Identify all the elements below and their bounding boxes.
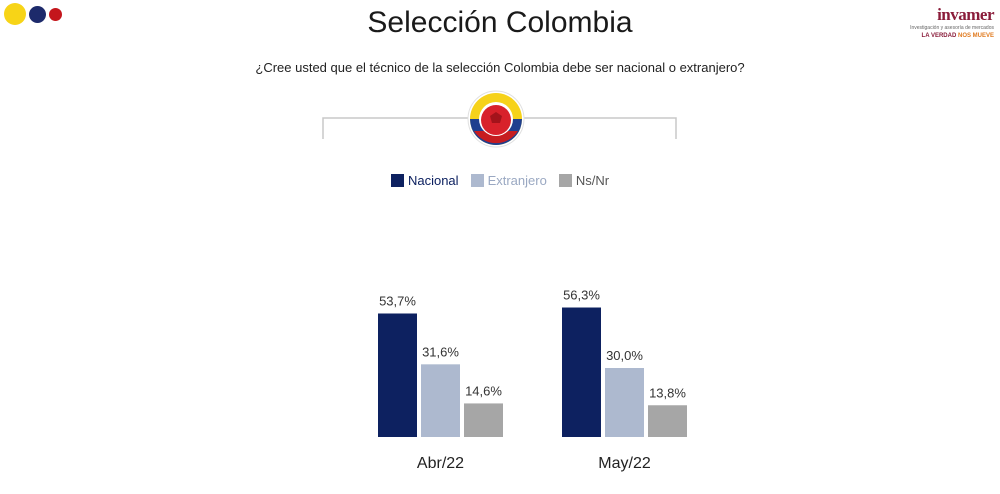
logo-word: invamer [937, 5, 994, 24]
legend-swatch-nsnr [558, 174, 572, 187]
red-dot [49, 7, 62, 21]
logo-tagline-b: NOS MUEVE [957, 33, 994, 39]
federation-emblem-area [322, 90, 677, 148]
bar-ns-nr-may-22 [648, 405, 687, 437]
data-label-ns-nr-abr-22: 14,6% [465, 383, 502, 398]
invamer-logo: invamer Investigación y asesoría de merc… [908, 6, 994, 39]
legend-swatch-extranjero [470, 174, 484, 187]
bar-extranjero-may-22 [605, 368, 644, 437]
bar-nacional-abr-22 [378, 313, 417, 437]
legend-swatch-nacional [390, 174, 404, 187]
legend-item-nsnr: Ns/Nr [558, 173, 610, 188]
data-label-ns-nr-may-22: 13,8% [649, 385, 686, 400]
data-label-extranjero-abr-22: 31,6% [422, 344, 459, 359]
bar-ns-nr-abr-22 [464, 403, 503, 437]
legend-label-nsnr: Ns/Nr [575, 173, 610, 188]
fcf-emblem-icon [467, 90, 525, 148]
brand-dots [4, 3, 62, 25]
page-title: Selección Colombia [367, 6, 633, 39]
bar-nacional-may-22 [562, 307, 601, 437]
survey-question: ¿Cree usted que el técnico de la selecci… [255, 60, 745, 75]
legend-label-nacional: Nacional [407, 173, 459, 188]
bracket-left [322, 117, 470, 139]
logo-tagline: LA VERDAD NOS MUEVE [908, 33, 994, 39]
category-label-abr-22: Abr/22 [417, 455, 464, 472]
yellow-dot [4, 3, 26, 25]
category-label-may-22: May/22 [598, 455, 651, 472]
legend-item-nacional: Nacional [390, 173, 459, 188]
chart-legend: Nacional Extranjero Ns/Nr [0, 173, 1000, 188]
legend-label-extranjero: Extranjero [487, 173, 547, 188]
data-label-nacional-abr-22: 53,7% [379, 293, 416, 308]
bar-extranjero-abr-22 [421, 364, 460, 437]
logo-subtitle: Investigación y asesoría de mercados [910, 25, 994, 31]
data-label-extranjero-may-22: 30,0% [606, 348, 643, 363]
legend-item-extranjero: Extranjero [470, 173, 547, 188]
bracket-right [524, 117, 677, 139]
data-label-nacional-may-22: 56,3% [563, 288, 600, 303]
blue-dot [29, 5, 46, 23]
logo-tagline-a: LA VERDAD [921, 33, 957, 39]
